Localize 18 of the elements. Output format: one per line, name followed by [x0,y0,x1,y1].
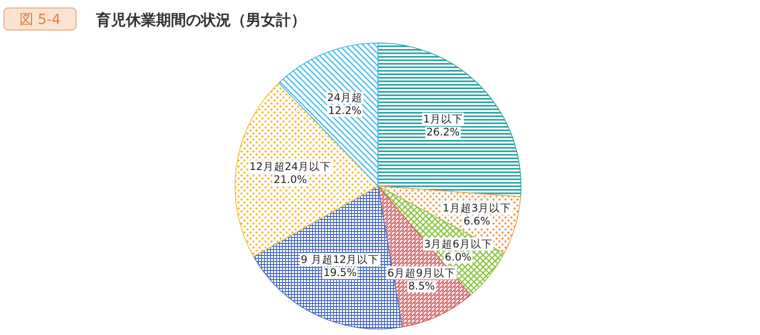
data-label: 26.2% [426,126,460,139]
slice-label: 9 月超12月以下 [300,253,380,266]
data-label: 8.5% [408,280,435,292]
data-label: 12.2% [328,104,362,117]
chart-title: 育児休業期間の状況（男女計） [95,11,306,29]
data-label: 19.5% [323,267,357,280]
slice-label: 1月以下 [423,112,463,126]
data-label: 6.0% [444,252,472,264]
caption: 図 5-4 [19,12,61,28]
slice-label: 24月超 [327,92,363,104]
slice-label: 1月超3月以下 [442,202,512,215]
pie-slice [378,42,522,198]
slice-label: 12月超24月以下 [249,160,332,174]
data-label: 21.0% [274,174,307,186]
pie-slice [253,186,403,330]
data-label: 6.6% [464,216,490,228]
slice-label: 3月超6月以下 [424,238,492,251]
slice-label: 6月超9月以下 [387,266,456,280]
